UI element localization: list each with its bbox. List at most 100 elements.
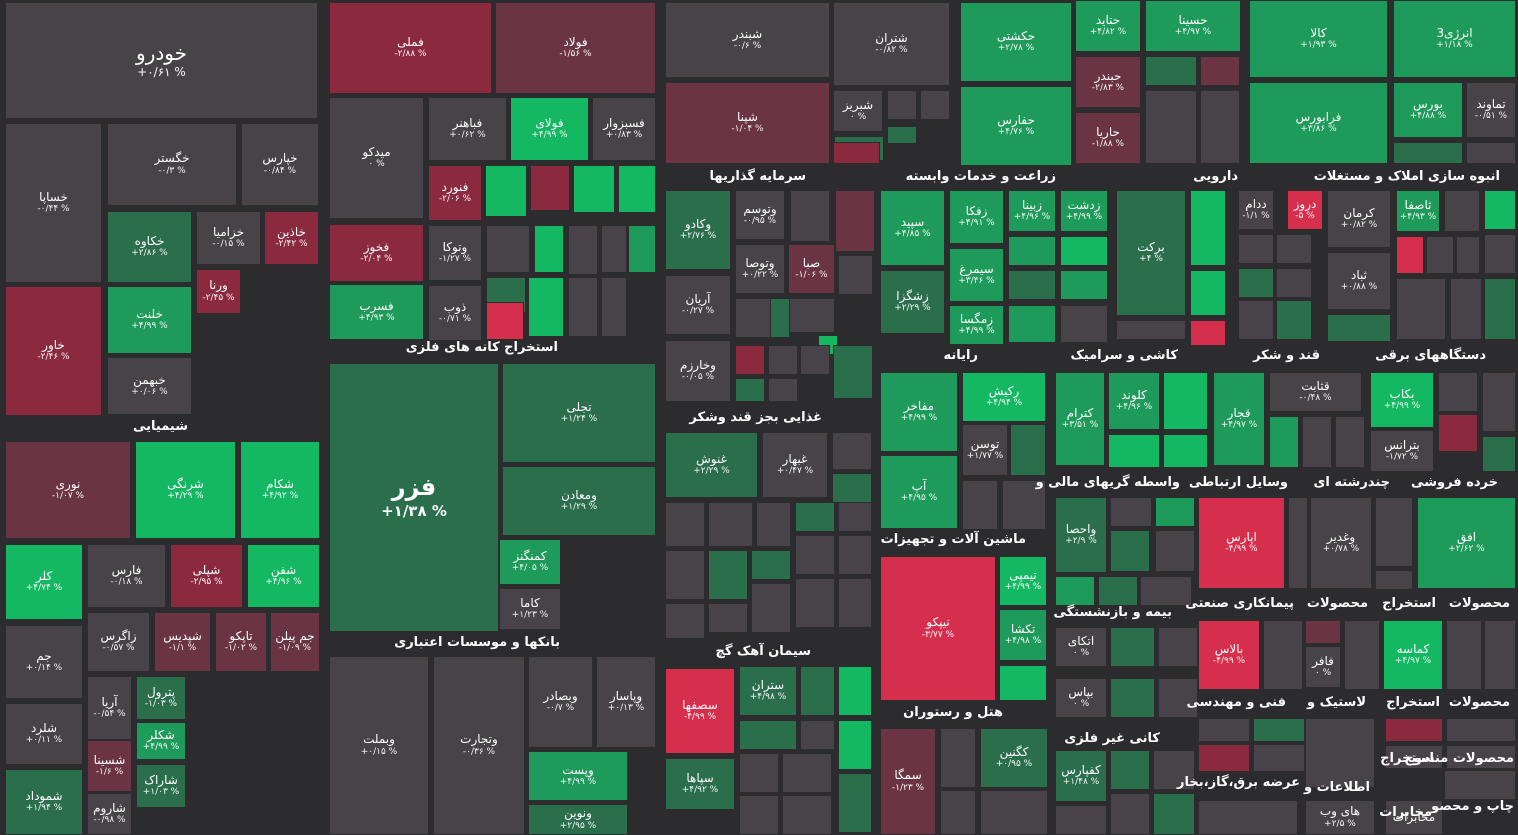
treemap-cell[interactable] [1269, 416, 1299, 468]
treemap-cell[interactable] [1145, 90, 1197, 164]
stock-tile[interactable]: وتجارت -۰/۳۶ % [433, 656, 525, 835]
stock-tile[interactable]: شبندر -۰/۶ % [665, 2, 830, 78]
stock-tile[interactable]: فنورد -۲/۰۶ % [428, 165, 482, 221]
treemap-cell[interactable] [485, 165, 527, 217]
stock-tile[interactable]: پترول -۱/۰۳ % [136, 676, 186, 720]
treemap-cell[interactable] [1200, 56, 1240, 86]
treemap-cell[interactable] [980, 790, 1048, 835]
stock-tile[interactable]: فملی -۲/۸۸ % [329, 2, 492, 94]
treemap-cell[interactable] [5, 439, 320, 441]
treemap-cell[interactable] [1305, 718, 1375, 788]
treemap-cell[interactable] [665, 603, 705, 639]
stock-tile[interactable]: وتوکا -۱/۲۷ % [428, 225, 482, 281]
treemap-cell[interactable] [1263, 620, 1303, 690]
treemap-cell[interactable] [1163, 372, 1208, 430]
stock-tile[interactable]: مفاخر +۴/۹۹ % [880, 372, 958, 452]
stock-tile[interactable]: زفکا +۴/۹۱ % [949, 190, 1004, 244]
treemap-cell[interactable] [1238, 268, 1274, 298]
treemap-cell[interactable] [832, 473, 872, 503]
stock-tile[interactable]: فباهنر +۰/۶۲ % [428, 97, 507, 161]
stock-tile[interactable]: خزامیا -۰/۱۵ % [196, 211, 261, 265]
stock-tile[interactable]: ونوین +۲/۹۵ % [528, 804, 628, 835]
stock-tile[interactable]: کرمان +۰/۸۲ % [1327, 190, 1391, 248]
treemap-cell[interactable] [1446, 745, 1516, 769]
treemap-cell[interactable] [795, 502, 835, 532]
stock-tile[interactable]: حسینا +۴/۹۷ % [1145, 0, 1241, 52]
treemap-cell[interactable] [1190, 320, 1226, 346]
treemap-cell[interactable] [1158, 627, 1198, 667]
stock-tile[interactable]: آریا -۰/۵۴ % [87, 676, 132, 740]
treemap-cell[interactable] [486, 302, 524, 340]
treemap-cell[interactable] [530, 165, 570, 211]
stock-tile[interactable]: اتکای ۰ % [1055, 627, 1107, 667]
treemap-cell[interactable] [665, 550, 705, 600]
stock-tile[interactable]: وبملت +۰/۱۵ % [329, 656, 429, 835]
treemap-cell[interactable] [1008, 270, 1056, 300]
stock-tile[interactable]: خکاوه +۲/۸۶ % [107, 211, 192, 283]
stock-tile[interactable]: کالا +۱/۹۳ % [1249, 0, 1388, 78]
treemap-cell[interactable] [1108, 434, 1160, 468]
stock-tile[interactable]: خاور -۲/۴۶ % [5, 286, 102, 416]
stock-tile[interactable]: غنوش +۲/۲۹ % [665, 432, 758, 498]
stock-tile[interactable]: فافر ۰ % [1305, 646, 1341, 688]
stock-tile[interactable]: سصفها -۴/۹۹ % [665, 668, 735, 754]
treemap-cell[interactable] [1055, 576, 1095, 606]
stock-tile[interactable]: خاذین -۲/۴۲ % [264, 211, 319, 265]
stock-tile[interactable]: مخابرات [1385, 800, 1443, 835]
treemap-cell[interactable] [1288, 497, 1308, 589]
treemap-cell[interactable] [1060, 236, 1108, 266]
stock-tile[interactable]: فسبزوار +۰/۸۳ % [592, 97, 656, 161]
stock-tile[interactable]: وتوسم -۰/۹۵ % [735, 190, 785, 240]
treemap-cell[interactable] [708, 502, 753, 547]
stock-tile[interactable]: شپلی -۲/۹۵ % [170, 544, 243, 608]
treemap-cell[interactable] [1116, 320, 1186, 340]
stock-tile[interactable]: زاگرس -۰/۵۷ % [87, 612, 150, 672]
treemap-cell[interactable] [887, 126, 917, 144]
treemap-cell[interactable] [708, 603, 748, 633]
treemap-cell[interactable] [1198, 800, 1298, 835]
treemap-cell[interactable] [1253, 744, 1305, 772]
stock-tile[interactable]: سیمرغ +۳/۴۶ % [949, 248, 1004, 302]
treemap-cell[interactable] [739, 795, 779, 835]
stock-tile[interactable]: سپید +۴/۸۵ % [880, 190, 945, 266]
treemap-cell[interactable] [1153, 793, 1195, 835]
stock-tile[interactable]: ومعادن +۱/۲۹ % [502, 466, 656, 536]
treemap-cell[interactable] [1155, 530, 1195, 572]
treemap-cell[interactable] [1158, 678, 1198, 718]
treemap-cell[interactable] [628, 225, 656, 273]
treemap-cell[interactable] [1253, 718, 1305, 742]
treemap-cell[interactable] [1484, 190, 1516, 230]
treemap-cell[interactable] [6, 700, 81, 702]
stock-tile[interactable]: ثباد +۰/۸۸ % [1327, 252, 1391, 310]
stock-tile[interactable]: حفارس +۴/۷۶ % [960, 86, 1072, 166]
stock-tile[interactable]: تیمپی +۴/۹۹ % [999, 556, 1047, 606]
treemap-cell[interactable] [790, 190, 830, 242]
stock-tile[interactable]: سمگا -۱/۲۳ % [880, 728, 936, 835]
stock-tile[interactable]: نوری -۱/۰۷ % [5, 441, 131, 539]
stock-tile[interactable]: شپنا -۱/۰۴ % [665, 82, 830, 164]
treemap-cell[interactable] [1276, 300, 1312, 340]
treemap-cell[interactable] [1385, 745, 1443, 769]
stock-tile[interactable]: خلنت +۴/۹۹ % [107, 286, 192, 354]
treemap-cell[interactable] [1344, 620, 1380, 690]
stock-tile[interactable]: کماسه +۴/۹۷ % [1383, 620, 1443, 690]
stock-tile[interactable]: وبصادر -۰/۷ % [528, 656, 593, 748]
stock-tile[interactable]: دروز -۵ % [1287, 190, 1323, 230]
treemap-cell[interactable] [751, 550, 791, 580]
treemap-cell[interactable] [800, 666, 835, 716]
stock-tile[interactable]: خپارس -۰/۸۴ % [241, 123, 319, 206]
stock-tile[interactable]: فارس -۰/۱۸ % [87, 544, 166, 608]
treemap-cell[interactable] [486, 225, 530, 273]
stock-tile[interactable]: وغدیر +۰/۷۸ % [1310, 497, 1372, 589]
treemap-cell[interactable] [1110, 793, 1150, 835]
stock-tile[interactable]: ثاصفا +۴/۹۳ % [1396, 190, 1440, 232]
treemap-cell[interactable] [1098, 576, 1138, 606]
treemap-cell[interactable] [1276, 234, 1312, 264]
stock-tile[interactable]: شاراک +۱/۰۳ % [136, 764, 186, 808]
stock-tile[interactable]: غبهار +۰/۴۷ % [762, 432, 828, 498]
treemap-cell[interactable] [739, 720, 797, 750]
stock-tile[interactable]: قثابت -۰/۴۸ % [1269, 372, 1362, 412]
treemap-cell[interactable] [1008, 305, 1056, 343]
treemap-cell[interactable] [1426, 236, 1454, 274]
treemap-cell[interactable] [887, 90, 917, 120]
